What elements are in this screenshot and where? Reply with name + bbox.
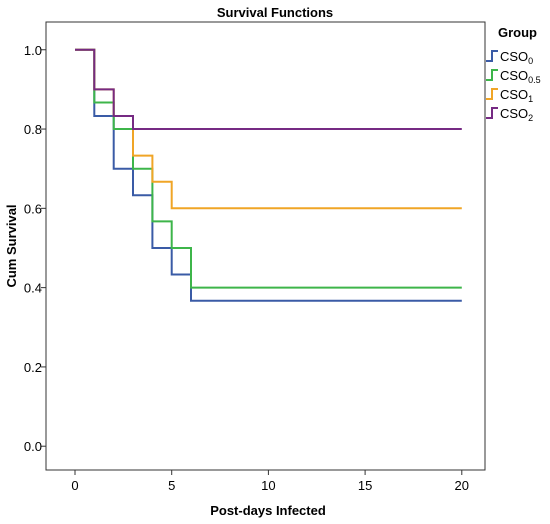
legend-swatch — [486, 69, 498, 81]
legend-title: Group — [498, 25, 537, 40]
x-axis: 0 5 10 15 20 — [71, 470, 469, 493]
legend-entry-label: CSO0 — [500, 49, 533, 66]
survival-series-3 — [75, 48, 462, 130]
legend-entry-base: CSO — [500, 87, 528, 102]
chart-title: Survival Functions — [217, 5, 333, 20]
legend-entry-subscript: 2 — [528, 113, 533, 123]
legend-entry-subscript: 1 — [528, 94, 533, 104]
survival-series-1 — [75, 48, 462, 289]
legend-swatch — [486, 107, 498, 119]
legend-entry-base: CSO — [500, 49, 528, 64]
legend-entry-label: CSO0.5 — [500, 68, 541, 85]
x-tick-label: 15 — [358, 478, 372, 493]
y-axis-title: Cum Survival — [4, 204, 19, 287]
legend-entry-subscript: 0 — [528, 56, 533, 66]
survival-series-0 — [75, 48, 462, 302]
y-tick-label: 0.2 — [24, 360, 42, 375]
legend-entry-label: CSO1 — [500, 87, 533, 104]
x-tick-label: 0 — [71, 478, 78, 493]
legend-swatch — [486, 88, 498, 100]
x-tick-label: 5 — [168, 478, 175, 493]
series-layer — [75, 48, 462, 302]
y-tick-label: 1.0 — [24, 43, 42, 58]
y-axis: 0.0 0.2 0.4 0.6 0.8 1.0 — [24, 43, 46, 454]
legend-swatch — [486, 50, 498, 62]
y-tick-label: 0.8 — [24, 122, 42, 137]
legend-entry-base: CSO — [500, 106, 528, 121]
legend-entry-base: CSO — [500, 68, 528, 83]
plot-area — [45, 21, 486, 471]
y-tick-label: 0.0 — [24, 439, 42, 454]
legend-entry-label: CSO2 — [500, 106, 533, 123]
x-tick-label: 20 — [455, 478, 469, 493]
x-tick-label: 10 — [261, 478, 275, 493]
y-tick-label: 0.4 — [24, 281, 42, 296]
x-axis-title: Post-days Infected — [210, 503, 326, 518]
legend-entry-subscript: 0.5 — [528, 75, 541, 85]
y-tick-label: 0.6 — [24, 201, 42, 216]
